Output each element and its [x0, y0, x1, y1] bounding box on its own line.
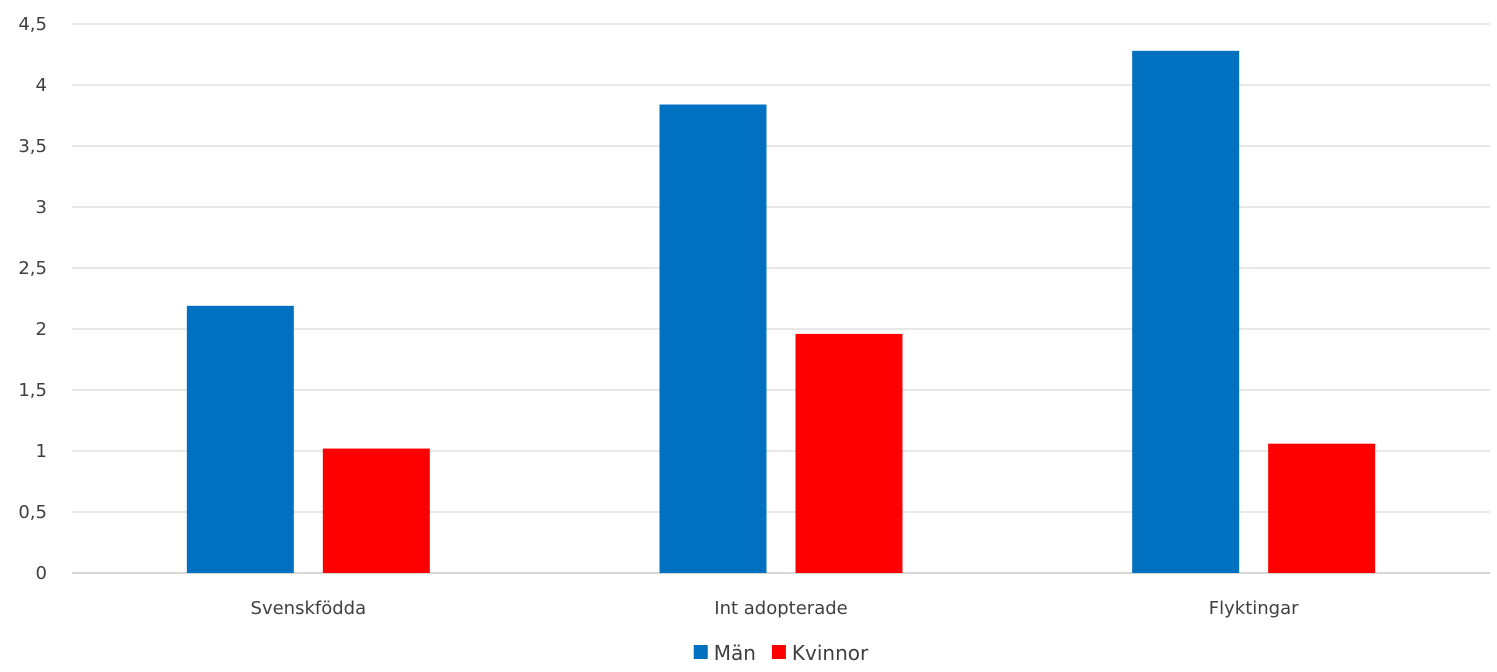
bars — [186, 50, 1376, 574]
legend-swatch — [771, 645, 786, 659]
y-tick-label: 0 — [36, 563, 47, 584]
legend-label: Kvinnor — [792, 641, 869, 665]
y-tick-label: 2 — [36, 319, 47, 340]
y-axis-tick-labels: 0 0,5 1 1,5 2 2,5 3 3,5 4 4,5 — [18, 14, 47, 584]
y-tick-label: 1 — [36, 441, 47, 462]
y-tick-label: 4,5 — [18, 14, 47, 35]
gridlines — [72, 23, 1490, 574]
legend: Män Kvinnor — [693, 641, 869, 665]
bar-kvinnor-3 — [1268, 443, 1376, 573]
y-tick-label: 3,5 — [18, 136, 47, 157]
bar-kvinnor-1 — [322, 448, 430, 573]
bar-m-n-3 — [1132, 50, 1240, 573]
legend-label: Män — [714, 641, 756, 665]
y-tick-label: 2,5 — [18, 258, 47, 279]
x-category-label: Flyktingar — [1209, 598, 1299, 619]
y-tick-label: 1,5 — [18, 380, 47, 401]
x-category-label: Int adopterade — [714, 598, 847, 619]
x-category-label: Svenskfödda — [251, 598, 367, 619]
x-axis-category-labels: Svenskfödda Int adopterade Flyktingar — [251, 598, 1300, 619]
y-tick-label: 0,5 — [18, 502, 47, 523]
bar-m-n-1 — [186, 305, 294, 573]
y-tick-label: 4 — [36, 75, 47, 96]
bar-kvinnor-2 — [795, 333, 903, 573]
y-tick-label: 3 — [36, 197, 47, 218]
bar-m-n-2 — [659, 104, 767, 574]
legend-swatch — [693, 645, 708, 659]
